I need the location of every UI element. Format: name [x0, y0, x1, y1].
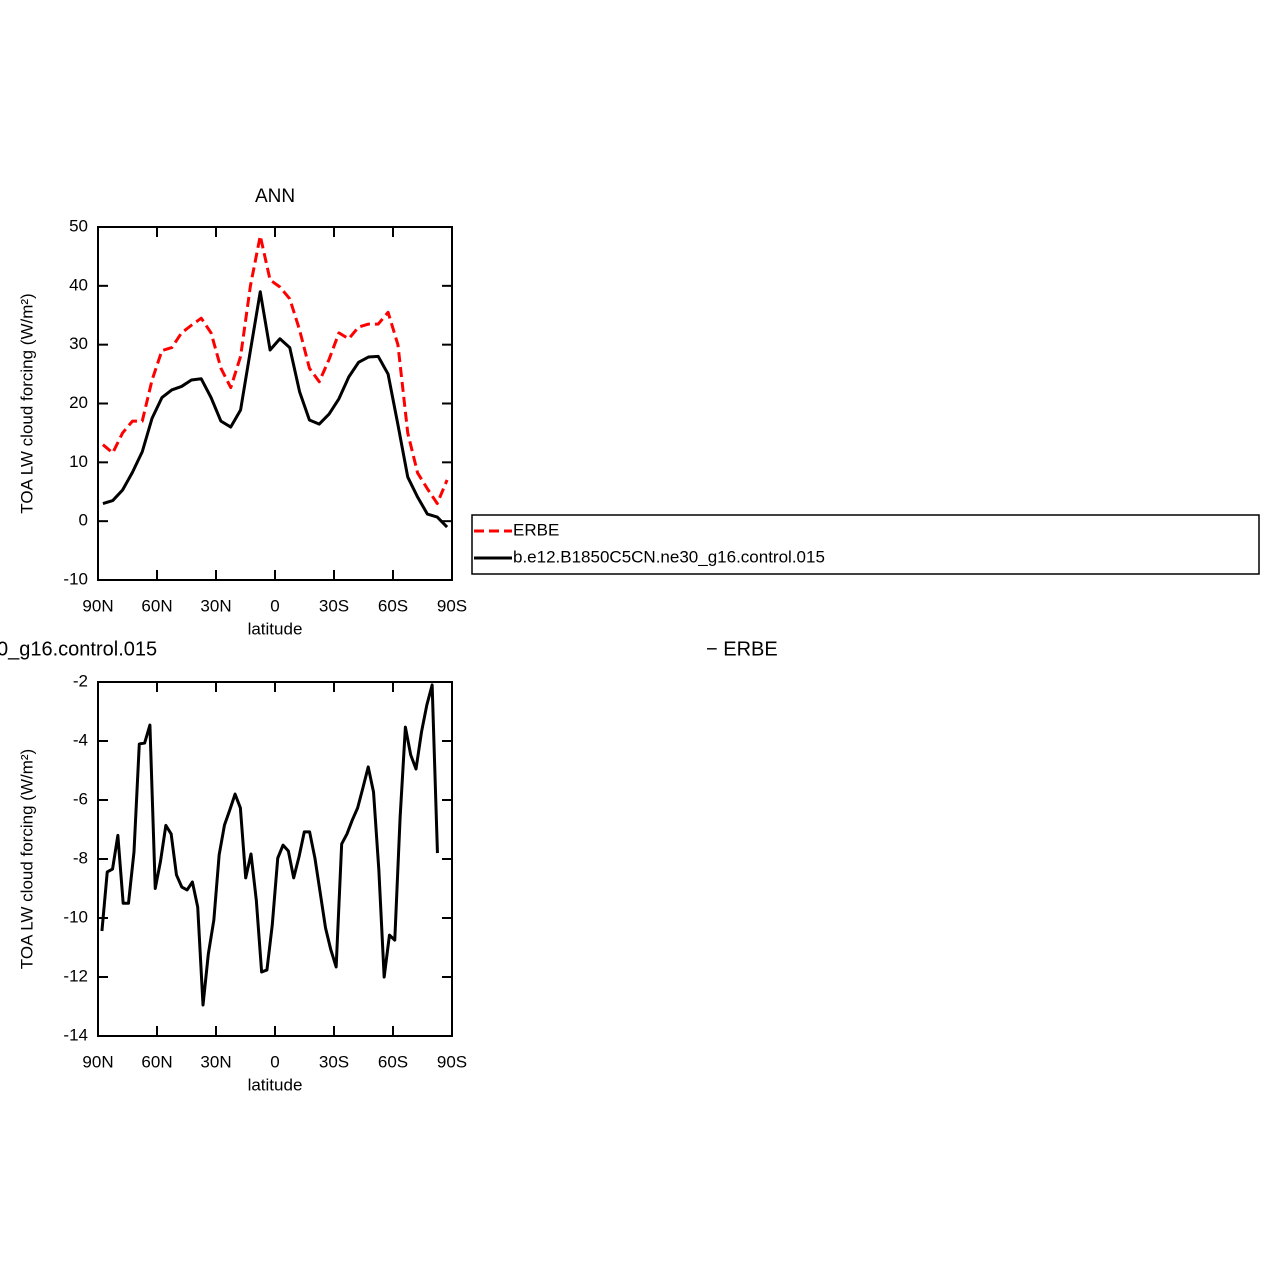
y-tick-label: -12: [63, 966, 88, 985]
x-axis-label: latitude: [248, 619, 303, 638]
x-tick-label: 30N: [200, 1052, 231, 1071]
data-line: [102, 290, 449, 529]
chart-title: − ERBE: [706, 638, 778, 660]
chart-title: ANN: [255, 186, 295, 207]
x-tick-label: 30S: [319, 596, 349, 615]
y-tick-label: 50: [69, 216, 88, 235]
data-line: [100, 683, 439, 1007]
x-tick-label: 0: [270, 1052, 279, 1071]
x-tick-label: 0: [270, 596, 279, 615]
legend-label: b.e12.B1850C5CN.ne30_g16.control.015: [513, 547, 825, 566]
x-tick-label: 90N: [82, 1052, 113, 1071]
y-tick-label: -14: [63, 1025, 88, 1044]
y-tick-label: -8: [73, 848, 88, 867]
x-tick-label: 30S: [319, 1052, 349, 1071]
x-tick-label: 60N: [141, 1052, 172, 1071]
y-tick-label: -6: [73, 789, 88, 808]
x-tick-label: 30N: [200, 596, 231, 615]
x-tick-label: 90S: [437, 596, 467, 615]
legend-label: ERBE: [513, 520, 559, 539]
x-axis-label: latitude: [248, 1075, 303, 1094]
y-tick-label: -10: [63, 569, 88, 588]
y-tick-label: -2: [73, 671, 88, 690]
y-tick-label: 0: [79, 511, 88, 530]
y-tick-label: 30: [69, 334, 88, 353]
chart-title: 0_g16.control.015: [0, 638, 157, 660]
y-tick-label: -10: [63, 907, 88, 926]
y-tick-label: 40: [69, 275, 88, 294]
x-tick-label: 90N: [82, 596, 113, 615]
x-tick-label: 90S: [437, 1052, 467, 1071]
plot-frame: [97, 226, 453, 581]
legend-box: [471, 514, 1260, 575]
y-tick-label: -4: [73, 730, 88, 749]
x-tick-label: 60N: [141, 596, 172, 615]
x-tick-label: 60S: [378, 1052, 408, 1071]
y-axis-label: TOA LW cloud forcing (W/m²): [17, 293, 36, 513]
y-tick-label: 10: [69, 452, 88, 471]
y-tick-label: 20: [69, 393, 88, 412]
data-line: [101, 234, 449, 506]
y-axis-label: TOA LW cloud forcing (W/m²): [17, 749, 36, 969]
x-tick-label: 60S: [378, 596, 408, 615]
